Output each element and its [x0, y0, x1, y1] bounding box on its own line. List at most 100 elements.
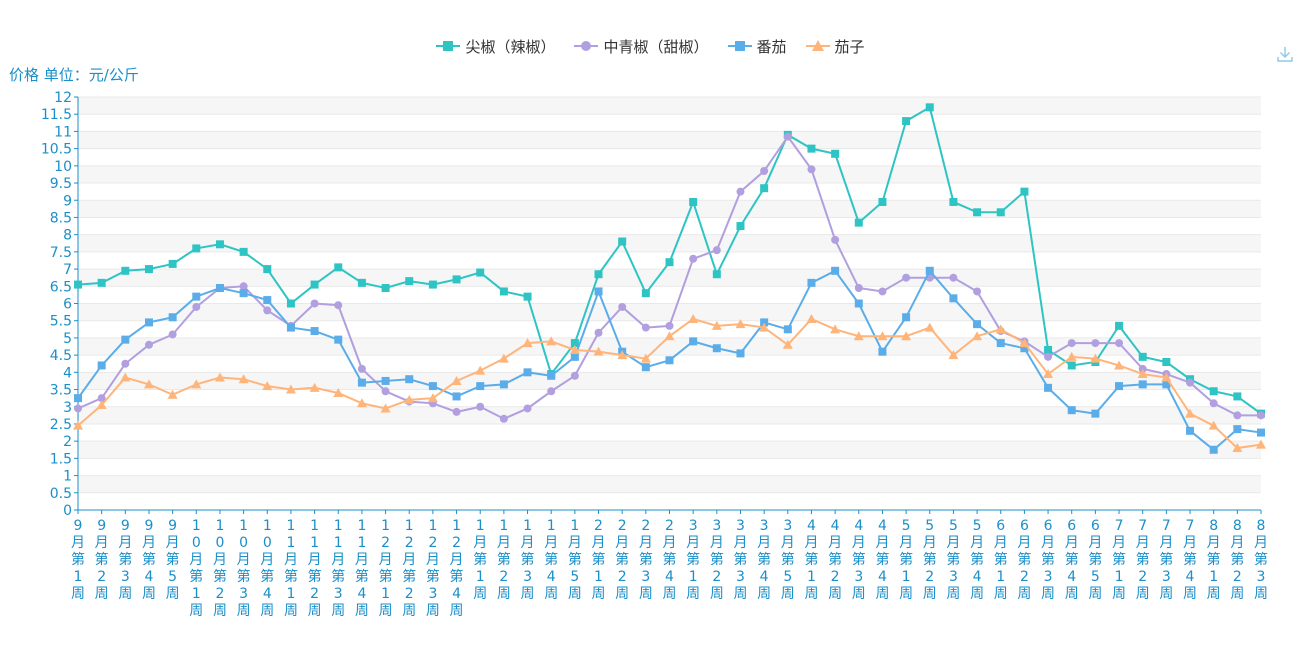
data-point-square: [641, 289, 650, 298]
data-point-square: [1162, 358, 1171, 367]
x-tick-label: 9 月第 4 周: [142, 518, 156, 602]
data-point-square: [689, 197, 698, 206]
data-point-square: [1044, 383, 1053, 392]
x-tick-label: 5 月第 1 周: [899, 518, 913, 602]
data-point-triangle: [948, 350, 959, 360]
data-point-circle: [1257, 411, 1265, 420]
legend-item[interactable]: 尖椒（辣椒）: [435, 36, 555, 57]
data-point-circle: [973, 287, 982, 296]
series-1: [74, 103, 1265, 418]
grid-band: [78, 337, 1261, 356]
data-point-triangle: [546, 336, 557, 346]
download-icon[interactable]: [1276, 45, 1294, 63]
data-point-square: [476, 382, 485, 391]
data-point-square: [97, 361, 106, 370]
data-point-square: [902, 117, 911, 126]
data-point-triangle: [356, 398, 367, 408]
y-tick-label: 3.5: [50, 383, 72, 399]
x-tick-label: 7 月第 2 周: [1136, 518, 1150, 602]
x-tick-label: 4 月第 2 周: [828, 518, 842, 602]
x-tick-label: 2 月第 4 周: [663, 518, 677, 602]
data-point-square: [310, 280, 319, 289]
data-point-triangle: [120, 372, 131, 382]
data-point-circle: [1233, 411, 1242, 420]
legend-item[interactable]: 茄子: [805, 36, 865, 57]
data-point-triangle: [664, 331, 675, 341]
x-tick-label: 3 月第 5 周: [781, 518, 795, 602]
grid-band: [78, 200, 1261, 218]
x-tick-label: 7 月第 4 周: [1183, 518, 1197, 602]
data-point-square: [168, 259, 177, 268]
legend-item[interactable]: 中青椒（甜椒）: [573, 36, 709, 57]
x-tick-label: 2 月第 1 周: [592, 518, 606, 602]
data-point-square: [1067, 406, 1076, 415]
data-point-triangle: [143, 379, 154, 389]
x-tick-label: 1 月第 2 周: [497, 518, 511, 602]
grid-bands: [78, 97, 1261, 493]
data-point-square: [523, 368, 532, 377]
data-point-square: [263, 296, 272, 305]
data-point-square: [452, 275, 461, 284]
data-point-triangle: [806, 313, 817, 323]
data-point-square: [499, 380, 508, 389]
x-tick-label: 1 月第 1 周: [473, 518, 487, 602]
data-point-triangle: [688, 313, 699, 323]
data-point-square: [1091, 409, 1100, 418]
data-point-square: [1138, 380, 1147, 389]
y-tick-label: 4.5: [50, 348, 72, 364]
data-point-square: [499, 287, 508, 296]
data-point-triangle: [96, 400, 107, 410]
x-tick-label: 1 2 月第 1 周: [379, 518, 393, 619]
legend-item[interactable]: 番茄: [727, 36, 787, 57]
data-point-circle: [665, 321, 674, 330]
data-point-triangle: [735, 319, 746, 329]
data-point-triangle: [972, 331, 983, 341]
x-tick-label: 2 月第 2 周: [615, 518, 629, 602]
data-point-triangle: [1256, 439, 1266, 449]
data-point-square: [381, 284, 390, 293]
data-point-circle: [689, 254, 698, 263]
data-point-square: [736, 349, 745, 358]
data-point-circle: [74, 404, 82, 413]
x-tick-label: 8 月第 1 周: [1207, 518, 1221, 602]
data-point-square: [1115, 382, 1124, 391]
data-point-square: [428, 280, 437, 289]
grid-band: [78, 131, 1261, 149]
x-tick-label: 1 1 月第 1 周: [284, 518, 298, 619]
y-tick-label: 8.5: [50, 210, 72, 226]
data-point-triangle: [924, 322, 935, 332]
data-point-triangle: [1208, 420, 1219, 430]
data-point-circle: [1044, 352, 1053, 361]
x-tick-label: 1 1 月第 2 周: [308, 518, 322, 619]
y-tick-label: 0.5: [50, 486, 72, 502]
data-point-square: [736, 222, 745, 231]
x-tick-label: 9 月第 2 周: [95, 518, 109, 602]
y-tick-label: 9.5: [50, 176, 72, 192]
data-point-square: [74, 394, 82, 403]
data-point-triangle: [877, 331, 888, 341]
data-point-square: [476, 268, 485, 277]
data-point-triangle: [1066, 351, 1077, 361]
data-point-square: [263, 265, 272, 274]
y-tick-label: 1.5: [50, 451, 72, 467]
legend-label: 尖椒（辣椒）: [465, 37, 556, 56]
data-point-circle: [902, 273, 911, 282]
data-point-square: [144, 318, 153, 327]
legend-marker: [727, 41, 752, 51]
data-point-circle: [618, 302, 627, 311]
data-point-square: [405, 375, 414, 384]
y-tick-label: 7.5: [50, 245, 72, 261]
data-point-square: [712, 344, 721, 353]
x-tick-label: 1 0 月第 4 周: [260, 518, 274, 619]
data-point-triangle: [830, 324, 841, 334]
x-tick-label: 7 月第 1 周: [1112, 518, 1126, 602]
x-tick-label: 1 1 月第 4 周: [355, 518, 369, 619]
data-point-square: [760, 184, 769, 193]
x-tick-label: 1 2 月第 2 周: [402, 518, 416, 619]
data-point-circle: [878, 287, 887, 296]
x-tick-label: 6 月第 4 周: [1065, 518, 1079, 602]
grid-band: [78, 269, 1261, 287]
data-point-triangle: [451, 375, 462, 385]
y-tick-label: 4: [63, 365, 72, 381]
x-tick-label: 5 月第 3 周: [946, 518, 960, 602]
